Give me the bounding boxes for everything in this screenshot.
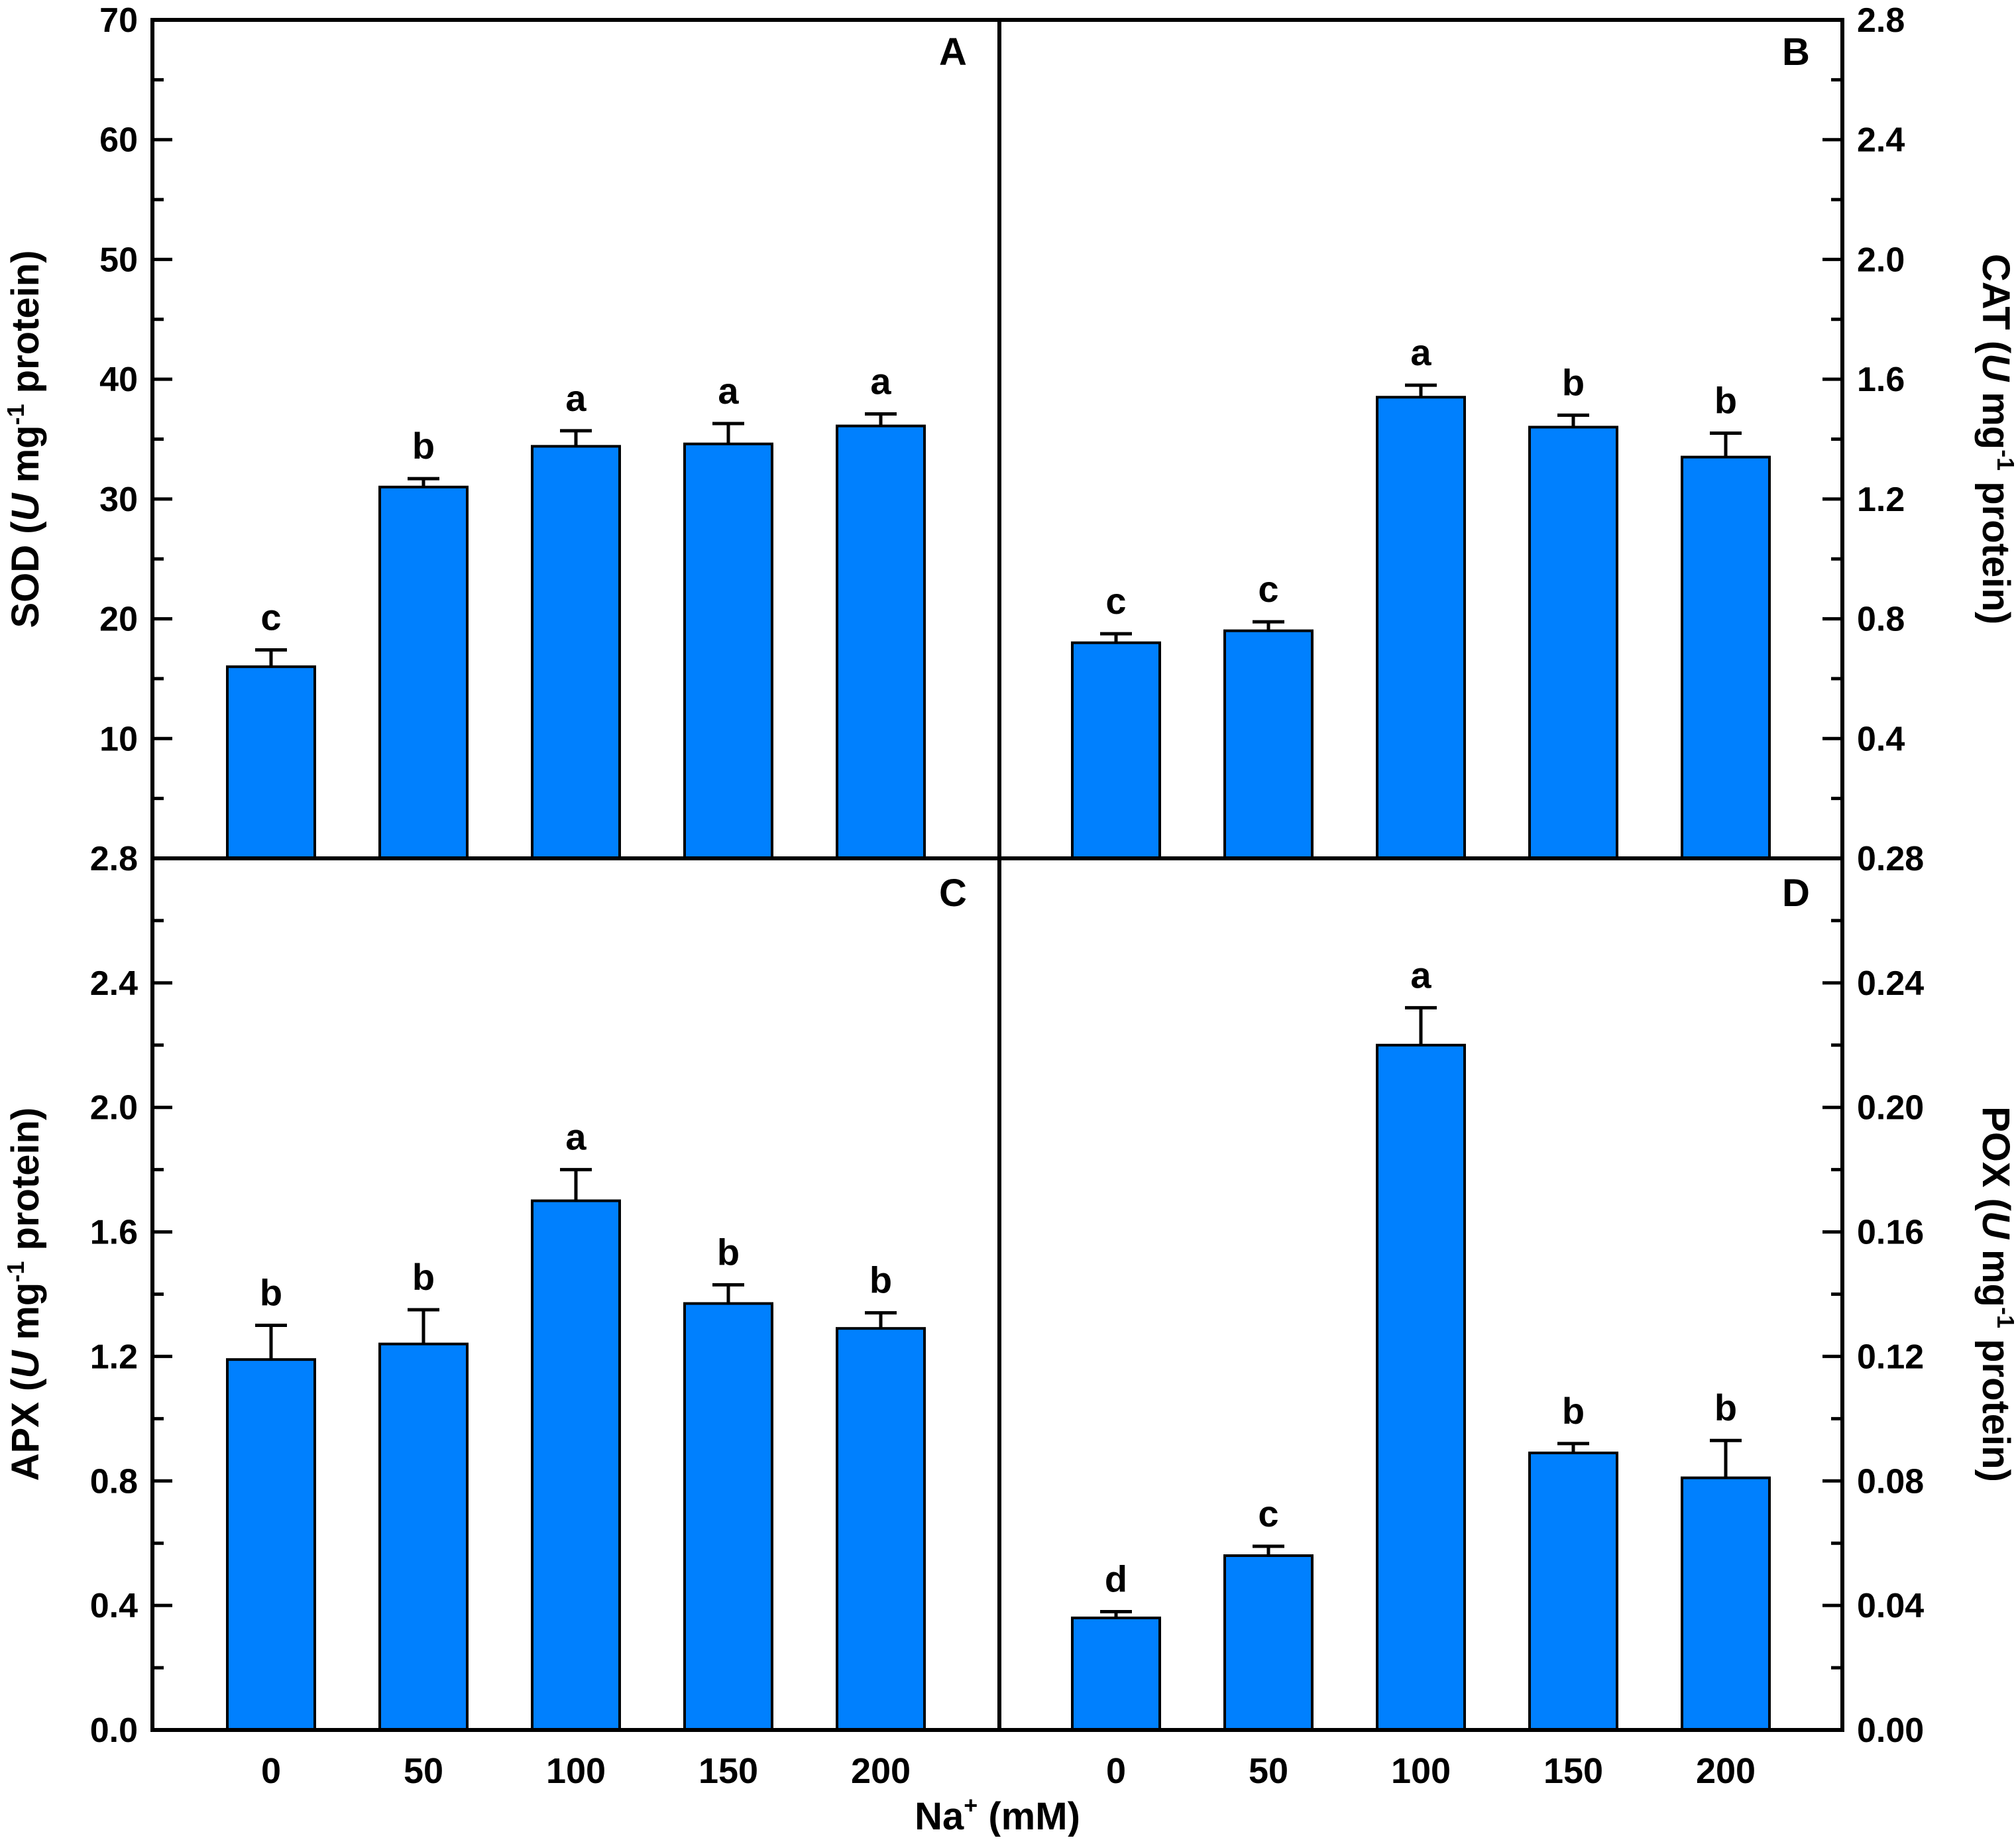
ytick-label: 0.4 [1857,720,1905,758]
ytick-label: 0.00 [1857,1711,1924,1750]
bar-SOD-50 [378,485,469,860]
ytick-label: 60 [99,121,138,160]
bar-CAT-0 [1071,641,1161,860]
sig-letter-APX-0: b [260,1271,282,1313]
bar-POX-200 [1681,1476,1771,1732]
sig-letter-POX-200: b [1714,1387,1737,1428]
bar-SOD-100 [531,445,621,860]
ytick-label: 0.4 [90,1587,138,1625]
ytick-label: 2.0 [90,1089,138,1127]
ytick-label: 0.24 [1857,964,1924,1003]
sig-letter-CAT-50: c [1258,568,1278,610]
sig-letter-SOD-100: a [565,377,587,419]
panel-D: d c a b b 0.00 0.04 0.08 0.12 0.16 0.20 0.24 0.28 0 50… [1071,840,2016,1791]
xtick-label-50: 50 [404,1751,443,1791]
sig-letter-CAT-200: b [1714,379,1737,421]
x-axis-title: Na+ (mM) [915,1792,1080,1837]
ytick-label: 1.6 [1857,361,1905,399]
xtick-label-150: 150 [1543,1751,1603,1791]
ytick-label: 30 [99,481,138,519]
bar-SOD-0 [226,665,316,860]
xtick-label-200: 200 [1696,1751,1756,1791]
sig-letter-POX-100: a [1410,954,1431,996]
sig-letter-APX-50: b [412,1256,435,1298]
bar-CAT-150 [1528,426,1618,860]
sig-letter-APX-150: b [717,1231,740,1273]
plot-frame [150,18,1844,1732]
ytick-label: 0.12 [1857,1338,1924,1376]
xtick-label-0: 0 [1106,1751,1126,1791]
sig-letter-CAT-0: c [1105,580,1126,622]
sig-letter-SOD-50: b [412,425,435,467]
sig-letter-POX-150: b [1562,1390,1585,1432]
sig-letter-APX-100: a [565,1116,587,1158]
ytick-label: 2.0 [1857,241,1905,279]
ytick-label: 1.6 [90,1214,138,1252]
ytick-label: 2.8 [90,840,138,878]
bar-APX-150 [683,1302,773,1731]
ytick-label: 0.20 [1857,1089,1924,1127]
xtick-label-100: 100 [546,1751,606,1791]
y-axis-title-POX: POX (U mg-1 protein) [1974,1106,2016,1482]
bar-APX-200 [836,1327,926,1732]
panel-letter-B: B [1782,30,1810,74]
ytick-label: 2.4 [90,964,138,1003]
ytick-label: 0.8 [90,1462,138,1501]
bar-POX-50 [1223,1554,1314,1731]
sig-letter-SOD-150: a [718,370,739,412]
bar-POX-0 [1071,1616,1161,1731]
ytick-label: 20 [99,601,138,639]
sig-letter-CAT-150: b [1562,361,1585,403]
panel-B: c c a b b 0.4 0.8 1.2 1.6 2.0 2.4 2.8 B CAT (U mg-1 p… [1071,1,2016,860]
ytick-label: 70 [99,1,138,40]
bar-CAT-100 [1376,396,1466,860]
bar-CAT-200 [1681,455,1771,860]
ytick-label: 0.28 [1857,840,1924,878]
xtick-label-0: 0 [261,1751,281,1791]
sig-letter-CAT-100: a [1410,331,1431,373]
sig-letter-POX-0: d [1105,1558,1127,1600]
xtick-label-150: 150 [699,1751,758,1791]
panel-letter-D: D [1782,872,1810,915]
panel-A: c b a a a 10 20 30 40 50 60 70 A SOD (U mg-1 protein) [2,1,967,860]
ytick-label: 2.8 [1857,1,1905,40]
bar-APX-0 [226,1358,316,1731]
bar-POX-150 [1528,1452,1618,1731]
panel-C: b b a b b 0.0 0.4 0.8 1.2 1.6 2.0 2.4 2.8 0 50 100 150 20… [2,840,967,1791]
sig-letter-POX-50: c [1258,1493,1278,1534]
ytick-label: 10 [99,720,138,758]
sig-letter-APX-200: b [869,1259,892,1301]
y-axis-title-CAT: CAT (U mg-1 protein) [1974,254,2016,624]
bar-CAT-50 [1223,629,1314,860]
bar-SOD-200 [836,424,926,860]
ytick-label: 0.04 [1857,1587,1924,1625]
ytick-label: 1.2 [90,1338,138,1376]
ytick-label: 0.0 [90,1711,138,1750]
sig-letter-SOD-0: c [260,597,281,638]
bar-APX-50 [378,1342,469,1731]
ytick-label: 40 [99,361,138,399]
panel-letter-A: A [939,30,967,74]
ytick-label: 50 [99,241,138,279]
bar-APX-100 [531,1199,621,1732]
bar-POX-100 [1376,1043,1466,1731]
ytick-label: 0.8 [1857,601,1905,639]
xtick-label-200: 200 [851,1751,911,1791]
xtick-label-50: 50 [1249,1751,1288,1791]
y-axis-title-APX: APX (U mg-1 protein) [2,1108,47,1481]
y-axis-title-SOD: SOD (U mg-1 protein) [2,250,47,628]
panel-letter-C: C [939,872,967,915]
xtick-label-100: 100 [1391,1751,1451,1791]
ytick-label: 1.2 [1857,481,1905,519]
sig-letter-SOD-200: a [870,361,891,402]
ytick-label: 2.4 [1857,121,1905,160]
ytick-label: 0.16 [1857,1214,1924,1252]
bar-SOD-150 [683,442,773,860]
ytick-label: 0.08 [1857,1462,1924,1501]
